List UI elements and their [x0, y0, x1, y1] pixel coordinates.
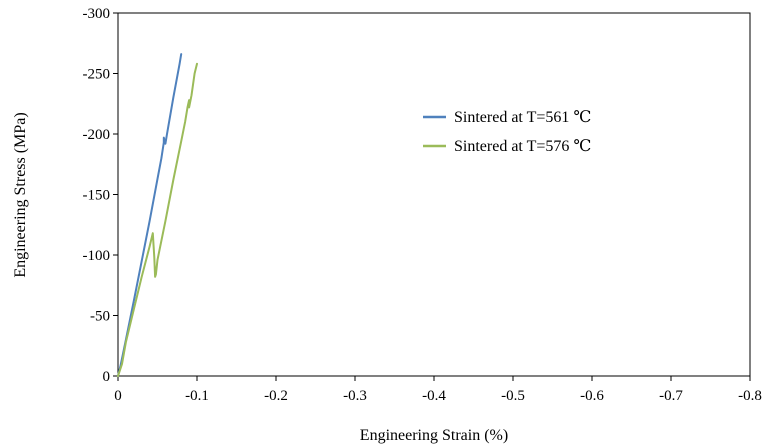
x-axis-title: Engineering Strain (%) [360, 427, 508, 444]
x-tick-label: -0.7 [659, 388, 683, 404]
x-tick-label: -0.3 [343, 388, 367, 404]
y-tick-label: -100 [83, 248, 111, 264]
y-tick-label: -200 [83, 127, 111, 143]
x-tick-label: -0.2 [264, 388, 288, 404]
series-layer [118, 54, 197, 376]
x-tick-label: -0.8 [738, 388, 762, 404]
x-tick-label: -0.4 [422, 388, 446, 404]
y-tick-label: -250 [83, 67, 111, 83]
y-tick-label: -150 [83, 188, 111, 204]
y-axis-ticks: 0 -50 -100 -150 -200 -250 -300 [83, 6, 119, 385]
y-tick-label: 0 [103, 369, 111, 385]
legend-label-series-576: Sintered at T=576 ℃ [454, 138, 591, 155]
y-tick-label: -300 [83, 6, 111, 22]
x-tick-label: 0 [114, 388, 122, 404]
series-line-0 [118, 54, 181, 376]
y-axis-title: Engineering Stress (MPa) [12, 112, 29, 277]
x-tick-label: -0.5 [501, 388, 525, 404]
plot-area-frame [118, 13, 750, 376]
series-line-1 [118, 64, 197, 376]
y-tick-label: -50 [90, 309, 110, 325]
legend-label-series-561: Sintered at T=561 ℃ [454, 109, 591, 126]
legend: Sintered at T=561 ℃ Sintered at T=576 ℃ [423, 109, 591, 155]
x-axis-ticks: 0 -0.1 -0.2 -0.3 -0.4 -0.5 -0.6 -0.7 -0.8 [114, 376, 762, 404]
x-tick-label: -0.1 [185, 388, 209, 404]
x-tick-label: -0.6 [580, 388, 604, 404]
